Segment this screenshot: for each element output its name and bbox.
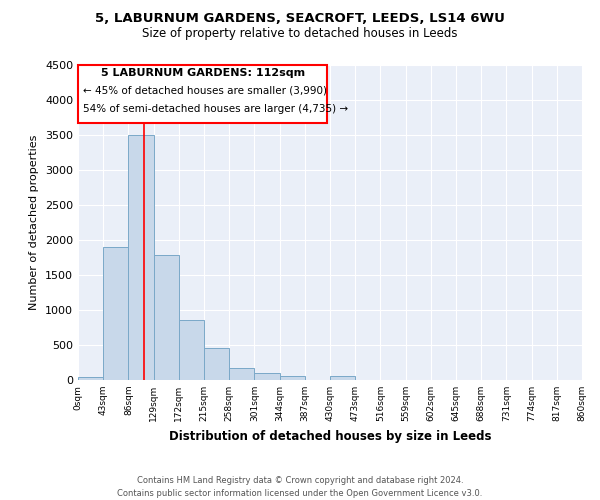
Bar — [103, 247, 128, 380]
Text: 5, LABURNUM GARDENS, SEACROFT, LEEDS, LS14 6WU: 5, LABURNUM GARDENS, SEACROFT, LEEDS, LS… — [95, 12, 505, 26]
Bar — [280, 376, 305, 380]
Text: 54% of semi-detached houses are larger (4,735) →: 54% of semi-detached houses are larger (… — [83, 104, 348, 115]
Bar — [128, 135, 154, 380]
Bar — [254, 373, 280, 380]
Y-axis label: Number of detached properties: Number of detached properties — [29, 135, 40, 310]
Bar — [229, 368, 254, 380]
Bar — [330, 376, 355, 380]
Text: 5 LABURNUM GARDENS: 112sqm: 5 LABURNUM GARDENS: 112sqm — [101, 68, 305, 78]
Bar — [204, 348, 229, 380]
Text: Contains HM Land Registry data © Crown copyright and database right 2024.
Contai: Contains HM Land Registry data © Crown c… — [118, 476, 482, 498]
FancyBboxPatch shape — [78, 65, 328, 124]
Bar — [78, 377, 103, 380]
Text: Size of property relative to detached houses in Leeds: Size of property relative to detached ho… — [142, 28, 458, 40]
Bar — [154, 256, 179, 380]
X-axis label: Distribution of detached houses by size in Leeds: Distribution of detached houses by size … — [169, 430, 491, 442]
Bar — [179, 320, 204, 380]
Text: ← 45% of detached houses are smaller (3,990): ← 45% of detached houses are smaller (3,… — [83, 86, 327, 96]
